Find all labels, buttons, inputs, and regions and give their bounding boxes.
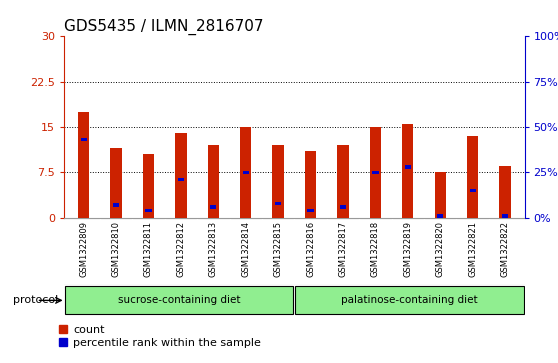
Bar: [469, 189, 476, 192]
Bar: [405, 165, 411, 169]
Bar: [272, 145, 284, 218]
Bar: [305, 151, 316, 218]
Text: GSM1322811: GSM1322811: [144, 221, 153, 277]
Text: GSM1322812: GSM1322812: [176, 221, 185, 277]
Text: GSM1322815: GSM1322815: [273, 221, 283, 277]
Bar: [243, 171, 249, 174]
Text: GSM1322817: GSM1322817: [339, 221, 348, 277]
Bar: [210, 205, 217, 209]
Bar: [502, 214, 508, 218]
Bar: [208, 145, 219, 218]
Bar: [145, 209, 152, 212]
Bar: [467, 136, 478, 218]
FancyBboxPatch shape: [65, 286, 294, 314]
Text: GSM1322816: GSM1322816: [306, 221, 315, 277]
Text: GSM1322813: GSM1322813: [209, 221, 218, 277]
Text: GSM1322822: GSM1322822: [501, 221, 509, 277]
Text: GSM1322809: GSM1322809: [79, 221, 88, 277]
Bar: [240, 127, 252, 218]
Text: GDS5435 / ILMN_2816707: GDS5435 / ILMN_2816707: [64, 19, 264, 35]
Text: GSM1322819: GSM1322819: [403, 221, 412, 277]
Bar: [78, 112, 89, 218]
Text: GSM1322821: GSM1322821: [468, 221, 477, 277]
Text: palatinose-containing diet: palatinose-containing diet: [341, 295, 478, 305]
Text: sucrose-containing diet: sucrose-containing diet: [118, 295, 240, 305]
Text: GSM1322818: GSM1322818: [371, 221, 380, 277]
Bar: [143, 154, 154, 218]
Bar: [370, 127, 381, 218]
Bar: [337, 145, 349, 218]
Text: GSM1322814: GSM1322814: [241, 221, 250, 277]
Bar: [275, 201, 281, 205]
Bar: [307, 209, 314, 212]
Bar: [80, 138, 86, 142]
Bar: [499, 166, 511, 218]
FancyBboxPatch shape: [295, 286, 523, 314]
Bar: [113, 203, 119, 207]
Bar: [175, 133, 186, 218]
Text: GSM1322820: GSM1322820: [436, 221, 445, 277]
Bar: [437, 214, 444, 218]
Bar: [372, 171, 378, 174]
Bar: [340, 205, 346, 209]
Bar: [402, 124, 413, 218]
Bar: [435, 172, 446, 218]
Bar: [178, 178, 184, 182]
Legend: count, percentile rank within the sample: count, percentile rank within the sample: [59, 325, 261, 348]
Bar: [110, 148, 122, 218]
Text: GSM1322810: GSM1322810: [112, 221, 121, 277]
Text: protocol: protocol: [13, 295, 59, 305]
